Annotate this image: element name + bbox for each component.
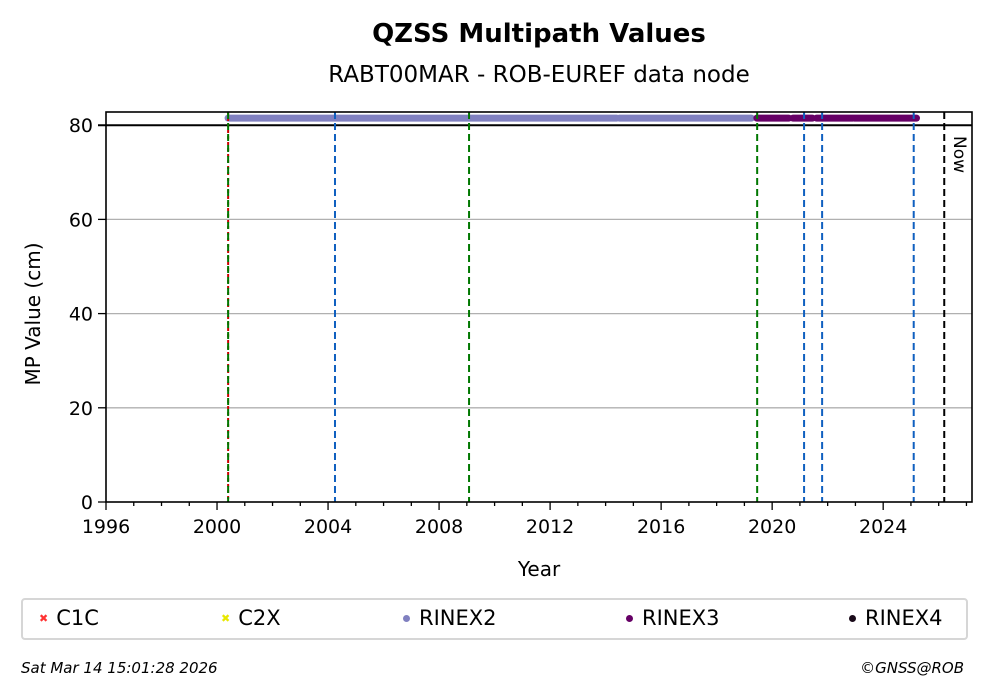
y-tick-label: 80 (69, 115, 93, 137)
chart-subtitle: RABT00MAR - ROB-EUREF data node (328, 62, 749, 88)
x-axis-label: Year (517, 557, 561, 581)
legend-item-rinex3: RINEX3 (626, 606, 720, 630)
dot-marker-icon (403, 614, 410, 622)
legend-item-c2x: ✖ C2X (221, 606, 281, 630)
x-tick-label: 2016 (637, 516, 685, 538)
y-tick-label: 0 (81, 492, 93, 514)
x-tick-label: 2004 (304, 516, 352, 538)
legend-label: C2X (238, 606, 281, 630)
x-tick-label: 2008 (415, 516, 463, 538)
chart-title: QZSS Multipath Values (372, 19, 706, 49)
x-marker-icon: ✖ (221, 611, 231, 625)
x-tick-label: 2000 (193, 516, 241, 538)
legend-item-rinex2: RINEX2 (403, 606, 497, 630)
legend-label: RINEX3 (642, 606, 720, 630)
x-tick-label: 1996 (82, 516, 130, 538)
credit: ©GNSS@ROB (860, 659, 964, 677)
y-tick-label: 60 (69, 209, 93, 231)
legend-item-c1c: ✖ C1C (39, 606, 99, 630)
legend-label: RINEX2 (419, 606, 497, 630)
x-tick-label: 2012 (526, 516, 574, 538)
y-axis-label: MP Value (cm) (21, 242, 45, 385)
legend: ✖ C1C ✖ C2X RINEX2 RINEX3 RINEX4 (21, 598, 968, 640)
y-tick-label: 40 (69, 304, 93, 326)
x-tick-label: 2020 (748, 516, 796, 538)
now-label: Now (949, 136, 969, 173)
plot-frame (105, 111, 973, 503)
legend-label: C1C (56, 606, 99, 630)
legend-item-rinex4: RINEX4 (849, 606, 943, 630)
x-marker-icon: ✖ (39, 611, 49, 625)
x-tick-label: 2024 (859, 516, 907, 538)
dot-marker-icon (626, 614, 633, 622)
dot-marker-icon (849, 614, 856, 622)
legend-label: RINEX4 (865, 606, 943, 630)
y-tick-label: 20 (69, 398, 93, 420)
timestamp: Sat Mar 14 15:01:28 2026 (21, 659, 218, 677)
